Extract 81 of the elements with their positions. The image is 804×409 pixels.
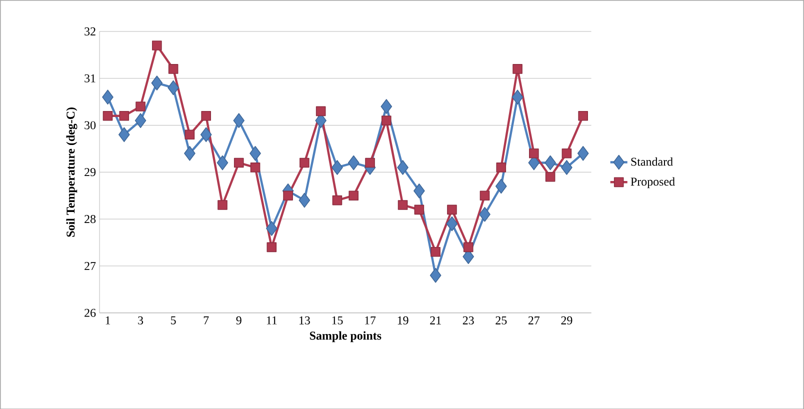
x-tick-label: 19 <box>398 316 408 324</box>
point <box>332 160 343 175</box>
point <box>463 242 474 252</box>
point <box>561 160 572 175</box>
point <box>480 190 490 200</box>
point <box>102 90 114 104</box>
point <box>184 146 196 161</box>
y-tick-label: 32 <box>84 27 96 36</box>
point <box>544 155 556 170</box>
x-tick-label: 29 <box>561 316 572 324</box>
x-tick-label: 9 <box>236 316 242 324</box>
point <box>495 178 507 194</box>
point <box>119 110 130 121</box>
point <box>152 40 162 50</box>
point <box>250 162 260 172</box>
point <box>151 75 163 90</box>
point <box>234 158 244 168</box>
y-tick-label: 29 <box>84 168 96 176</box>
point <box>266 220 278 236</box>
x-tick-label: 11 <box>266 316 277 324</box>
point <box>136 101 146 112</box>
point <box>529 148 539 158</box>
point <box>184 130 195 140</box>
x-tick-label: 7 <box>204 316 209 324</box>
point <box>168 80 179 95</box>
point <box>496 162 506 172</box>
point <box>118 127 130 142</box>
point <box>266 242 277 252</box>
point <box>298 192 310 208</box>
x-tick-label: 15 <box>332 316 343 324</box>
x-tick-label: 17 <box>365 316 376 324</box>
point <box>447 204 457 214</box>
y-tick-label: 26 <box>84 308 96 317</box>
legend-label: Proposed <box>630 177 675 188</box>
y-tick-label: 27 <box>84 262 96 270</box>
point <box>380 98 392 114</box>
point <box>446 216 458 231</box>
y-tick-label: 31 <box>84 74 96 82</box>
point <box>512 64 522 74</box>
x-tick-label: 1 <box>106 316 110 324</box>
x-axis-title: Sample points <box>310 331 382 342</box>
y-axis-title: Soil Temperature (deg-C) <box>66 107 78 236</box>
y-tick-label: 30 <box>84 121 96 130</box>
point <box>430 246 440 257</box>
point <box>398 200 408 210</box>
x-tick-label: 5 <box>171 316 176 324</box>
point <box>134 112 146 128</box>
point <box>365 158 375 168</box>
point <box>397 160 408 175</box>
x-tick-label: 21 <box>430 316 441 324</box>
x-tick-label: 23 <box>462 316 474 324</box>
point <box>430 268 442 283</box>
point <box>512 90 524 104</box>
point <box>102 110 113 121</box>
y-tick-label: 28 <box>84 214 96 223</box>
x-tick-label: 27 <box>528 316 540 324</box>
point <box>300 158 310 168</box>
point <box>578 110 588 121</box>
point <box>168 64 178 74</box>
point <box>577 146 589 161</box>
point <box>545 172 556 182</box>
point <box>479 206 490 222</box>
point <box>414 183 425 198</box>
point <box>216 155 228 170</box>
x-tick-label: 3 <box>138 316 144 324</box>
point <box>348 190 359 200</box>
x-tick-label: 25 <box>496 316 507 324</box>
point <box>562 148 572 158</box>
point <box>332 195 342 205</box>
point <box>414 204 424 214</box>
point <box>201 110 212 121</box>
legend-label: Standard <box>631 157 673 166</box>
point <box>348 155 360 170</box>
point <box>316 106 326 116</box>
x-tick-label: 13 <box>300 316 310 324</box>
point <box>218 200 228 210</box>
point <box>250 146 261 161</box>
point <box>283 190 293 200</box>
point <box>233 112 245 128</box>
point <box>381 115 392 126</box>
point <box>200 127 212 142</box>
